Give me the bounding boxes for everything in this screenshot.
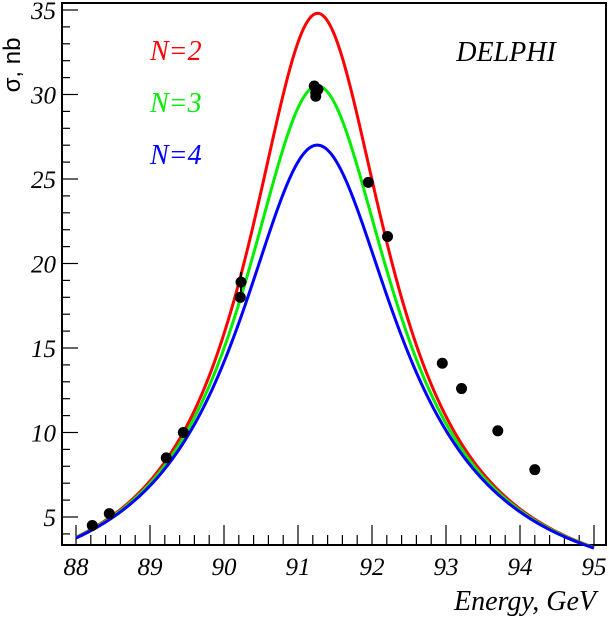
data-points [86, 80, 541, 531]
legend-entry-n4: N=4 [149, 140, 202, 171]
legend-entry-n3: N=3 [149, 88, 202, 119]
y-tick-label: 30 [30, 83, 57, 110]
data-point [436, 357, 448, 369]
y-axis-ticks [62, 9, 78, 535]
y-tick-label: 35 [30, 0, 56, 25]
x-tick-label: 89 [138, 554, 164, 581]
x-axis-tick-labels: 88 89 90 91 92 93 94 95 [64, 554, 607, 581]
x-tick-label: 88 [64, 554, 90, 581]
x-tick-label: 92 [360, 554, 385, 581]
data-point [177, 427, 189, 438]
x-axis-title: Energy, GeV [453, 586, 599, 617]
data-point [235, 276, 247, 288]
curve-n4 [75, 143, 595, 550]
data-point [382, 230, 394, 242]
axes: 88 89 90 91 92 93 94 95 5 10 15 20 25 30 35 [30, 0, 607, 581]
legend-entry-n2: N=2 [149, 36, 202, 67]
y-tick-label: 25 [31, 167, 56, 194]
data-point [103, 508, 115, 520]
x-tick-label: 94 [508, 554, 533, 581]
data-point [456, 383, 468, 395]
y-axis-tick-labels: 5 10 15 20 25 30 35 [30, 0, 57, 532]
y-axis-title: σ, nb [0, 38, 26, 93]
data-point [310, 90, 322, 102]
x-tick-label: 90 [212, 554, 238, 581]
data-point [529, 464, 541, 476]
x-axis-ticks [75, 525, 595, 545]
experiment-label: DELPHI [455, 37, 557, 68]
x-tick-label: 95 [582, 554, 607, 581]
data-point [492, 425, 504, 437]
y-tick-label: 5 [44, 505, 57, 532]
y-tick-label: 20 [31, 252, 57, 279]
data-point [362, 176, 374, 188]
y-tick-label: 10 [31, 421, 57, 448]
model-curves [75, 11, 595, 550]
legend: N=2 N=3 N=4 [149, 36, 202, 171]
x-tick-label: 93 [434, 554, 459, 581]
x-tick-label: 91 [286, 554, 311, 581]
data-point [86, 519, 98, 531]
data-point [160, 452, 172, 464]
data-point [234, 291, 246, 303]
plot-frame [61, 2, 607, 546]
y-tick-label: 15 [31, 336, 56, 363]
